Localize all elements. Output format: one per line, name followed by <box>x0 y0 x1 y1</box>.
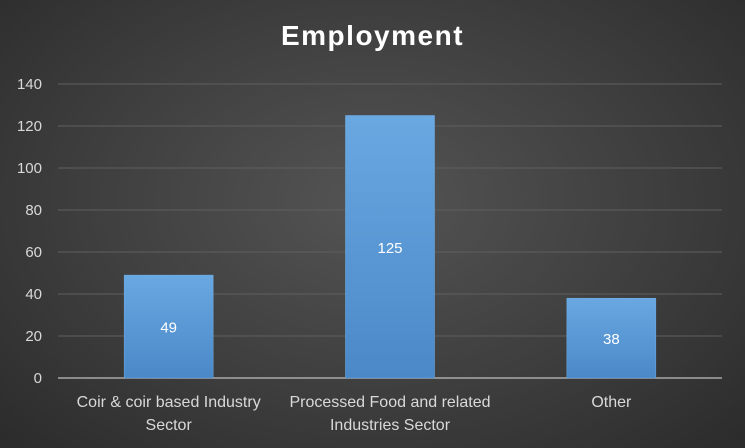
y-tick-label: 140 <box>17 76 42 93</box>
y-tick-label: 120 <box>17 118 42 135</box>
y-tick-label: 20 <box>25 328 42 345</box>
bar-value-label: 125 <box>377 240 402 257</box>
y-tick-label: 100 <box>17 160 42 177</box>
y-tick-label: 60 <box>25 244 42 261</box>
y-tick-label: 0 <box>34 370 42 387</box>
bar <box>123 274 214 379</box>
bar <box>566 297 657 379</box>
bar-value-label: 49 <box>160 320 177 337</box>
chart-title: Employment <box>280 20 465 51</box>
y-tick-label: 40 <box>25 286 42 303</box>
data-labels: 49 125 38 <box>160 240 619 348</box>
category-label: Coir & coir based Industry Sector <box>77 394 261 434</box>
bar-value-label: 38 <box>603 331 620 348</box>
bar <box>345 115 435 379</box>
x-axis-categories: Coir & coir based Industry Sector Processe… <box>77 394 632 434</box>
y-tick-label: 80 <box>25 202 42 219</box>
y-axis-ticks: 0 20 40 60 80 100 120 140 <box>17 76 42 387</box>
bars <box>123 115 657 379</box>
category-label: Other <box>591 394 632 411</box>
category-label: Processed Food and related Industries Sec… <box>289 394 490 434</box>
